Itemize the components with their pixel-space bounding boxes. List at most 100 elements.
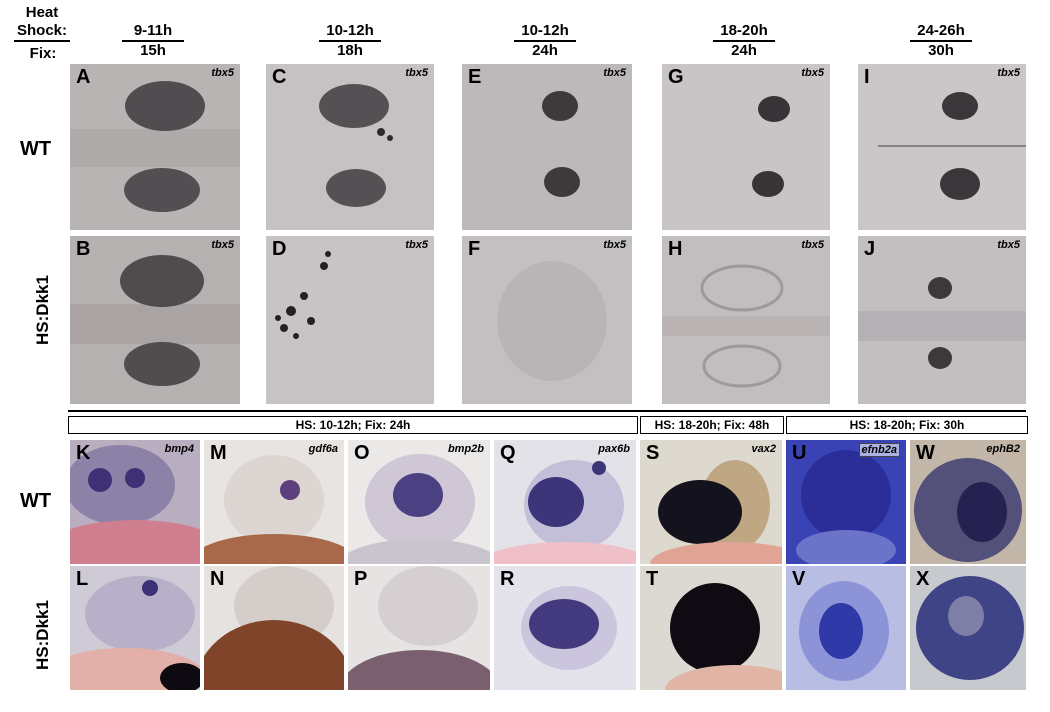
panel-R: R [494,566,636,690]
gene-label: tbx5 [997,239,1020,251]
embryo-image [640,440,782,564]
panel-letter: T [646,568,659,590]
panel-K: K bmp4 [70,440,200,564]
panel-E: E tbx5 [462,64,632,230]
panel-letter: E [468,66,482,88]
section-label-3: HS: 18-20h; Fix: 30h [786,416,1028,434]
section-label-2: HS: 18-20h; Fix: 48h [640,416,784,434]
panel-M: M gdf6a [204,440,344,564]
embryo-image [70,64,240,230]
embryo-image [662,236,830,404]
gene-label: ephB2 [986,443,1020,455]
embryo-image [640,566,782,690]
panel-letter: V [792,568,806,590]
embryo-image [266,64,434,230]
column-shock: 18-20h [713,22,775,42]
embryo-image [348,566,490,690]
panel-letter: H [668,238,683,260]
embryo-image [662,64,830,230]
column-shock: 9-11h [122,22,184,42]
embryo-image [70,440,200,564]
panel-letter: P [354,568,368,590]
panel-U: U efnb2a [786,440,906,564]
column-fix: 30h [928,42,954,59]
gene-label: vax2 [751,443,776,455]
embryo-image [462,236,632,404]
panel-F: F tbx5 [462,236,632,404]
panel-letter: U [792,442,807,464]
panel-S: S vax2 [640,440,782,564]
panel-J: J tbx5 [858,236,1026,404]
section-divider-top [68,410,1026,412]
panel-letter: I [864,66,870,88]
panel-I: I tbx5 [858,64,1026,230]
panel-letter: B [76,238,91,260]
shock-label: Shock: [14,22,70,42]
column-header-3: 10-12h 24h [514,22,576,60]
embryo-image [204,440,344,564]
panel-N: N [204,566,344,690]
gene-label: tbx5 [405,67,428,79]
column-shock: 24-26h [910,22,972,42]
panel-letter: X [916,568,930,590]
panel-letter: A [76,66,91,88]
panel-letter: M [210,442,227,464]
panel-B: B tbx5 [70,236,240,404]
panel-T: T [640,566,782,690]
panel-D: D tbx5 [266,236,434,404]
embryo-image [204,566,344,690]
embryo-image [910,566,1026,690]
panel-letter: Q [500,442,516,464]
panel-letter: W [916,442,935,464]
panel-X: X [910,566,1026,690]
gene-label: tbx5 [603,239,626,251]
gene-label: tbx5 [211,67,234,79]
row-label-wt-top: WT [20,138,52,160]
panel-L: L [70,566,200,690]
gene-label: tbx5 [997,67,1020,79]
column-fix: 24h [532,42,558,59]
panel-letter: S [646,442,660,464]
heat-label: Heat [25,4,59,21]
gene-label: gdf6a [308,443,338,455]
embryo-image [348,440,490,564]
embryo-image [858,64,1026,230]
column-shock: 10-12h [514,22,576,42]
panel-letter: L [76,568,89,590]
panel-H: H tbx5 [662,236,830,404]
row-label-wt-bottom: WT [20,490,52,512]
gene-label: bmp2b [447,443,484,455]
embryo-image [910,440,1026,564]
embryo-image [786,566,906,690]
embryo-image [462,64,632,230]
embryo-image [786,440,906,564]
embryo-image [494,440,636,564]
embryo-image [494,566,636,690]
column-fix: 18h [337,42,363,59]
panel-A: A tbx5 [70,64,240,230]
gene-label: pax6b [598,443,630,455]
panel-letter: G [668,66,684,88]
panel-letter: K [76,442,91,464]
gene-label: bmp4 [164,443,194,455]
gene-label: tbx5 [801,239,824,251]
panel-G: G tbx5 [662,64,830,230]
column-fix: 24h [731,42,757,59]
panel-letter: R [500,568,515,590]
panel-P: P [348,566,490,690]
column-header-5: 24-26h 30h [910,22,972,60]
panel-letter: C [272,66,287,88]
panel-letter: F [468,238,481,260]
gene-label: tbx5 [801,67,824,79]
embryo-image [858,236,1026,404]
panel-letter: D [272,238,287,260]
panel-letter: N [210,568,225,590]
embryo-image [70,236,240,404]
column-header-1: 9-11h 15h [122,22,184,60]
embryo-image [70,566,200,690]
panel-V: V [786,566,906,690]
column-shock: 10-12h [319,22,381,42]
gene-label: tbx5 [603,67,626,79]
panel-O: O bmp2b [348,440,490,564]
row-label-hs-top: HS:Dkk1 [33,275,52,345]
